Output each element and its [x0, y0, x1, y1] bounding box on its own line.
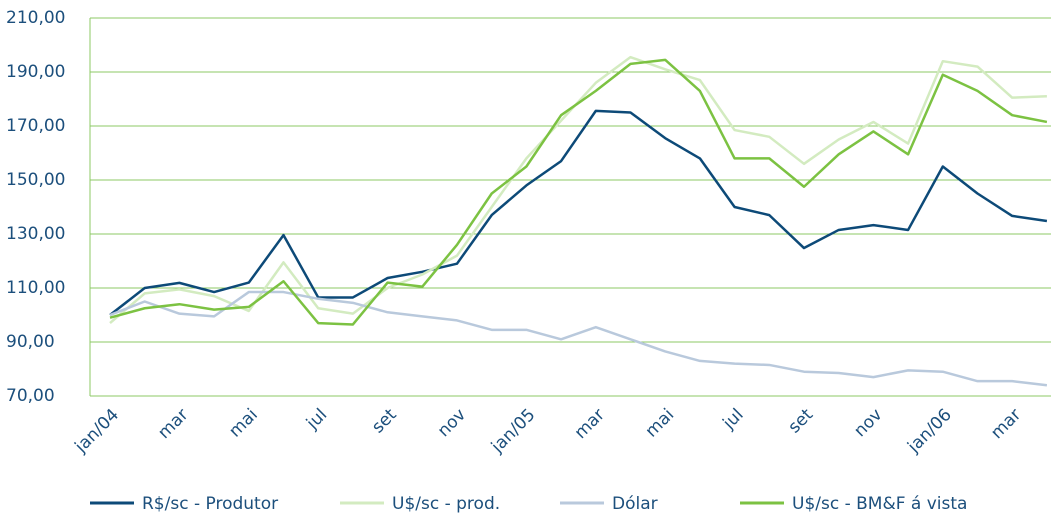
legend-label: U$/sc - prod. — [392, 494, 500, 514]
y-tick-label: 150,00 — [6, 170, 65, 190]
x-tick-label: nov — [434, 405, 470, 441]
series-line — [109, 55, 1047, 325]
y-tick-label: 170,00 — [6, 116, 65, 136]
series-line — [109, 109, 1048, 316]
x-tick-label: jan/05 — [487, 405, 540, 458]
x-tick-label: jul — [719, 405, 748, 434]
series-line — [109, 58, 1048, 326]
x-tick-label: nov — [850, 405, 886, 441]
series-line — [109, 290, 1048, 387]
x-tick-label: mar — [987, 405, 1025, 443]
x-tick-label: set — [368, 405, 401, 438]
y-tick-label: 90,00 — [6, 332, 55, 352]
x-tick-label: jan/04 — [71, 405, 124, 458]
y-tick-label: 110,00 — [6, 278, 65, 298]
y-tick-label: 70,00 — [6, 386, 55, 406]
legend-label: R$/sc - Produtor — [142, 494, 278, 514]
x-tick-label: jul — [302, 405, 331, 434]
legend-label: U$/sc - BM&F á vista — [792, 494, 967, 514]
x-tick-label: mai — [225, 405, 262, 442]
y-tick-label: 190,00 — [6, 62, 65, 82]
x-tick-label: mai — [642, 405, 679, 442]
x-tick-label: set — [785, 405, 818, 438]
x-tick-label: mar — [154, 405, 192, 443]
x-tick-label: mar — [571, 405, 609, 443]
y-tick-label: 210,00 — [6, 8, 65, 28]
legend-label: Dólar — [612, 494, 658, 514]
y-tick-label: 130,00 — [6, 224, 65, 244]
x-tick-label: jan/06 — [903, 405, 956, 458]
